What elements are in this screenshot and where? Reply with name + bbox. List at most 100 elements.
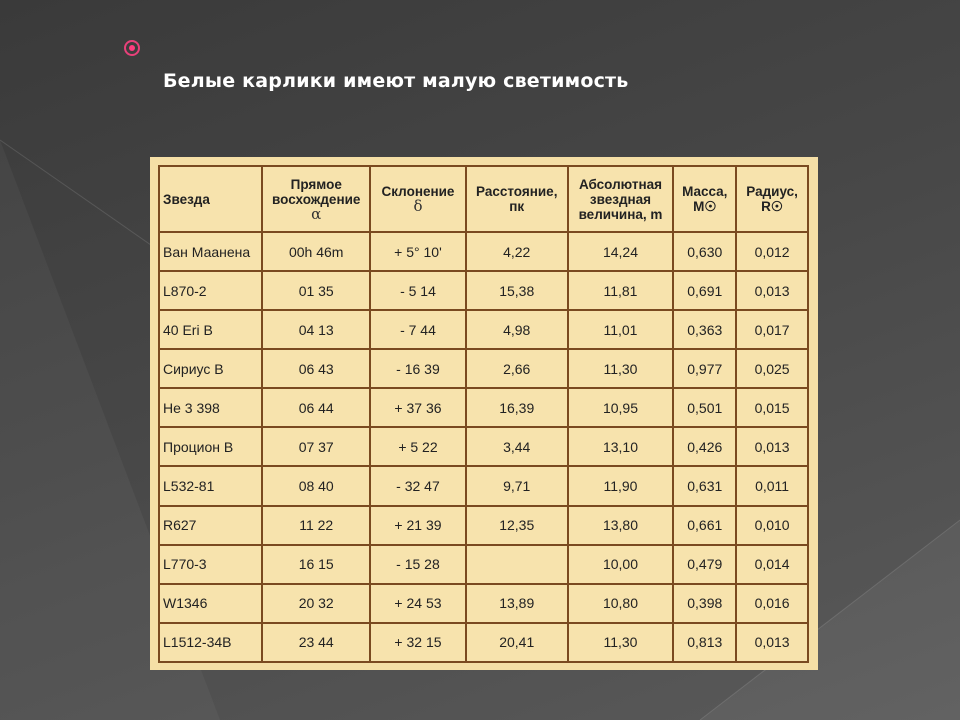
cell-star: Процион B [157,426,264,468]
cell-radius: 0,025 [735,348,809,390]
cell-radius: 0,014 [735,543,809,585]
table-row: L770-3 16 15- 15 28 10,00 0,479 0,014 [157,543,809,585]
table-row: L1512-34B 23 44 + 32 15 20,41 11,30 0,813 0,01… [157,621,809,664]
cell-abs-mag: 14,24 [566,230,675,273]
cell-ra: 06 43 [261,348,372,390]
cell-mass: 0,813 [672,621,738,664]
table-row: Процион B 07 37 + 5 22 3,44 13,10 0,426 0,013 [157,426,809,468]
cell-ra: 11 22 [261,504,372,546]
cell-radius: 0,013 [735,270,809,312]
cell-dec: + 5° 10' [369,230,467,273]
cell-dec: - 5 14 [369,270,467,312]
table-header-row: Звезда Прямое восхождение α Склонение δ Ра… [157,165,809,233]
cell-dec: - 16 39 [369,348,467,390]
header-ra: Прямое восхождение α [261,165,372,233]
cell-star: L870-2 [157,270,264,312]
cell-abs-mag: 11,90 [566,465,675,507]
cell-star: W1346 [157,582,264,624]
table-row: L870-2 01 35- 5 14 15,38 11,81 0,691 0,013 [157,270,809,312]
cell-star: Сириус B [157,348,264,390]
cell-star: He 3 398 [157,387,264,429]
header-dec: Склонение δ [369,165,467,233]
table-row: W1346 20 32 + 24 53 13,89 10,80 0,398 0,016 [157,582,809,624]
cell-distance: 15,38 [464,270,569,312]
cell-mass: 0,691 [672,270,738,312]
cell-abs-mag: 11,01 [566,309,675,351]
cell-abs-mag: 10,00 [566,543,675,585]
table-row: He 3 398 06 44 + 37 36 16,39 10,95 0,501 0,015 [157,387,809,429]
white-dwarfs-table: Звезда Прямое восхождение α Склонение δ Ра… [157,165,809,664]
cell-distance: 2,66 [464,348,569,390]
header-ra-symbol: α [311,204,322,223]
cell-ra: 07 37 [261,426,372,468]
table-row: R627 11 22 + 21 39 12,35 13,80 0,661 0,010 [157,504,809,546]
cell-radius: 0,010 [735,504,809,546]
cell-mass: 0,426 [672,426,738,468]
cell-dec: + 21 39 [369,504,467,546]
cell-abs-mag: 10,95 [566,387,675,429]
cell-distance: 9,71 [464,465,569,507]
cell-distance: 3,44 [464,426,569,468]
table-row: L532-81 08 40- 32 47 9,71 11,90 0,631 0,011 [157,465,809,507]
cell-abs-mag: 13,80 [566,504,675,546]
cell-mass: 0,501 [672,387,738,429]
cell-radius: 0,017 [735,309,809,351]
cell-dec: + 5 22 [369,426,467,468]
cell-distance: 16,39 [464,387,569,429]
cell-abs-mag: 11,81 [566,270,675,312]
cell-dec: + 32 15 [369,621,467,664]
cell-radius: 0,012 [735,230,809,273]
cell-abs-mag: 11,30 [566,621,675,664]
cell-abs-mag: 13,10 [566,426,675,468]
cell-distance: 4,98 [464,309,569,351]
cell-mass: 0,363 [672,309,738,351]
cell-star: L532-81 [157,465,264,507]
cell-dec: - 15 28 [369,543,467,585]
cell-ra: 06 44 [261,387,372,429]
cell-star: R627 [157,504,264,546]
cell-dec: + 37 36 [369,387,467,429]
cell-star: Ван Маанена [157,230,264,273]
table-row: 40 Eri B 04 13- 7 44 4,98 11,01 0,363 0,017 [157,309,809,351]
cell-star: L770-3 [157,543,264,585]
cell-star: L1512-34B [157,621,264,664]
table-panel: Звезда Прямое восхождение α Склонение δ Ра… [150,157,818,670]
cell-dec: + 24 53 [369,582,467,624]
cell-dec: - 7 44 [369,309,467,351]
cell-radius: 0,016 [735,582,809,624]
cell-mass: 0,631 [672,465,738,507]
header-radius: Радиус, R☉ [735,165,809,233]
cell-ra: 01 35 [261,270,372,312]
cell-distance: 20,41 [464,621,569,664]
cell-ra: 08 40 [261,465,372,507]
cell-ra: 04 13 [261,309,372,351]
cell-mass: 0,398 [672,582,738,624]
bullet-icon [124,40,140,56]
cell-ra: 00h 46m [261,230,372,273]
cell-ra: 20 32 [261,582,372,624]
slide-title: Белые карлики имеют малую светимость [163,70,629,92]
cell-star: 40 Eri B [157,309,264,351]
cell-abs-mag: 10,80 [566,582,675,624]
header-abs-mag: Абсолютная звездная величина, m [566,165,675,233]
header-dec-symbol: δ [413,197,423,215]
cell-ra: 16 15 [261,543,372,585]
cell-dec: - 32 47 [369,465,467,507]
cell-distance [464,543,569,585]
cell-radius: 0,013 [735,426,809,468]
cell-ra: 23 44 [261,621,372,664]
header-star: Звезда [157,165,264,233]
table-row: Ван Маанена 00h 46m + 5° 10' 4,22 14,24 0,630… [157,230,809,273]
cell-radius: 0,011 [735,465,809,507]
cell-distance: 13,89 [464,582,569,624]
cell-mass: 0,630 [672,230,738,273]
cell-radius: 0,015 [735,387,809,429]
header-dec-label: Склонение [381,184,455,199]
header-distance: Расстояние, пк [464,165,569,233]
cell-distance: 12,35 [464,504,569,546]
table-row: Сириус B 06 43- 16 39 2,66 11,30 0,977 0,025 [157,348,809,390]
cell-mass: 0,661 [672,504,738,546]
cell-abs-mag: 11,30 [566,348,675,390]
cell-mass: 0,479 [672,543,738,585]
header-ra-label: Прямое восхождение [272,176,361,207]
